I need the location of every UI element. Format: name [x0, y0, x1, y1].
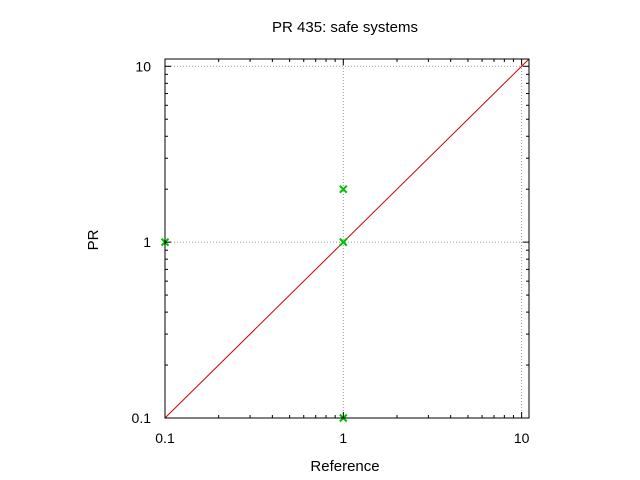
y-tick-label-1: 1 [143, 234, 151, 250]
x-axis-label: Reference [310, 458, 379, 475]
data-point-0-2 [339, 184, 348, 194]
x-tick-label-1: 1 [339, 430, 347, 446]
data-points [160, 184, 348, 423]
x-tick-label-0: 0.1 [155, 430, 175, 446]
y-axis-label: PR [85, 229, 102, 250]
grid-lines [165, 59, 529, 418]
axis-ticks: 0.1 1 10 0.1 1 10 [132, 58, 530, 446]
reference-line-layer [164, 58, 530, 419]
y-tick-label-2: 10 [135, 58, 151, 74]
data-point-0-1 [339, 237, 348, 247]
y-tick-label-0: 0.1 [132, 410, 152, 426]
x-tick-label-2: 10 [514, 430, 530, 446]
reference-line-y-equals-x [164, 58, 530, 419]
chart-title: PR 435: safe systems [272, 19, 418, 36]
plot-frame [164, 58, 530, 419]
